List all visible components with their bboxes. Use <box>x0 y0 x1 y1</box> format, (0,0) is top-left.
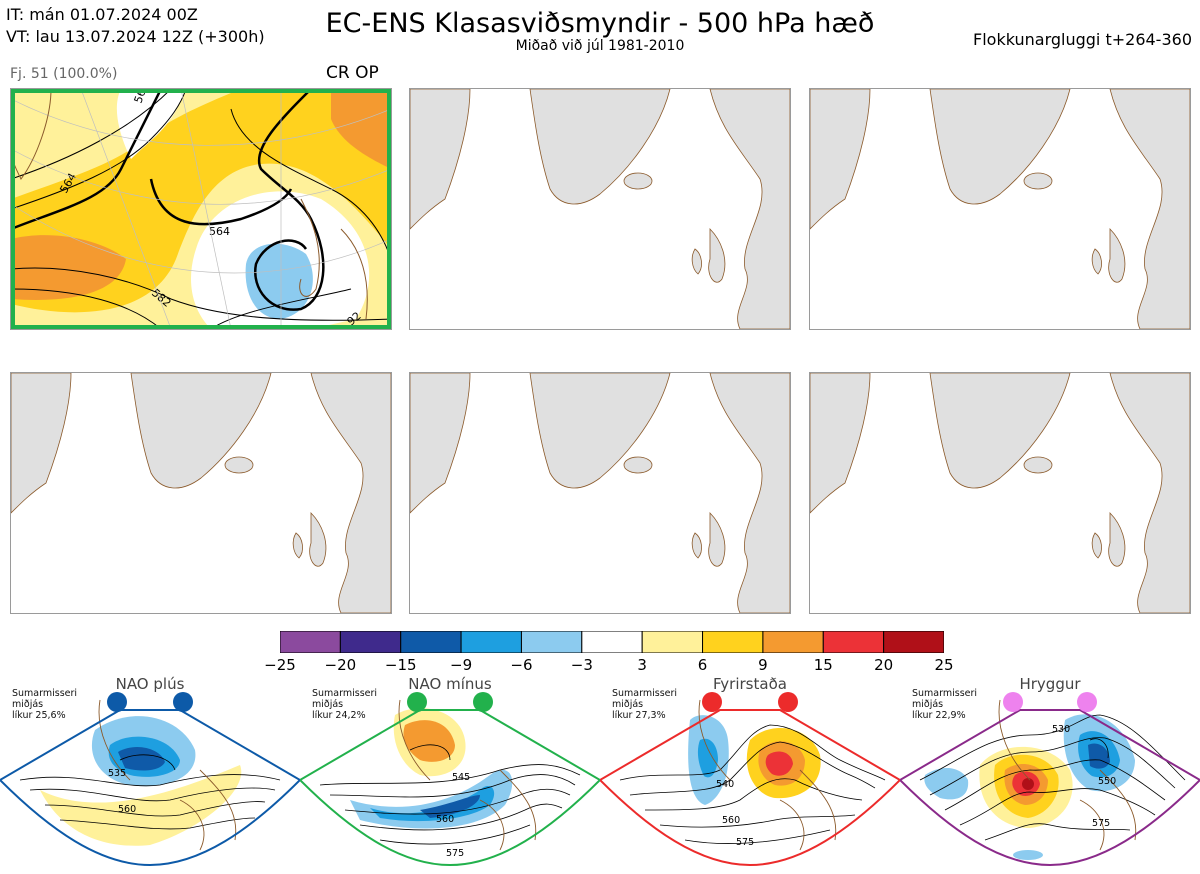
cluster-map-6 <box>810 373 1190 613</box>
cluster-panel-4[interactable] <box>10 372 392 614</box>
contour-label: 540 <box>716 779 734 790</box>
colorbar-tick-label: 6 <box>697 656 708 674</box>
contour-label: 560 <box>436 814 454 825</box>
colorbar-swatch <box>641 630 704 654</box>
colorbar-swatch <box>883 630 945 654</box>
colorbar-swatch <box>460 630 522 654</box>
regime-nao-minus[interactable]: 545 560 575 NAO mínus Sumarmisseri miðjá… <box>298 675 602 870</box>
regime-map: 530 550 575 <box>898 692 1200 867</box>
regime-nao-plus[interactable]: 535 560 NAO plús Sumarmisseri miðjás lík… <box>0 675 302 870</box>
regime-map: 535 560 <box>0 692 302 867</box>
header-info: IT: mán 01.07.2024 00Z VT: lau 13.07.202… <box>6 4 265 48</box>
regime-type: miðjás <box>612 699 644 710</box>
colorbar-tick-label: −6 <box>510 656 533 674</box>
cluster-map-2 <box>410 89 790 329</box>
regime-info: Sumarmisseri miðjás líkur 24,2% <box>312 688 377 721</box>
colorbar-swatch <box>279 630 341 654</box>
regime-season: Sumarmisseri <box>912 688 978 699</box>
initial-time: IT: mán 01.07.2024 00Z <box>6 5 198 24</box>
colorbar-swatch <box>520 630 583 654</box>
regime-season: Sumarmisseri <box>612 688 678 699</box>
contour-label: 575 <box>736 837 754 848</box>
contour-label: 560 <box>722 815 740 826</box>
regime-type: miðjás <box>12 699 44 710</box>
contour-label: 535 <box>108 768 126 779</box>
colorbar-swatches <box>279 630 945 654</box>
colorbar-swatch <box>400 630 462 654</box>
contour-label: 545 <box>452 772 470 783</box>
regime-probability: líkur 27,3% <box>612 710 666 721</box>
member-count-label: Fj. 51 (100.0%) <box>10 66 118 82</box>
regime-probability: líkur 25,6% <box>12 710 66 721</box>
colorbar-tick-label: 25 <box>934 656 954 674</box>
cluster-panel-3[interactable] <box>809 88 1191 330</box>
regime-probability: líkur 24,2% <box>312 710 366 721</box>
cluster-panel-6[interactable] <box>809 372 1191 614</box>
colorbar-tick-label: 3 <box>637 656 647 674</box>
page-subtitle: Miðað við júl 1981-2010 <box>515 38 685 54</box>
colorbar-tick-label: 15 <box>813 656 833 674</box>
valid-time: VT: lau 13.07.2024 12Z (+300h) <box>6 27 265 46</box>
colorbar-swatch <box>581 630 643 654</box>
regime-title: NAO plús <box>115 675 185 693</box>
colorbar-swatch <box>702 630 764 654</box>
active-frame <box>11 89 391 329</box>
operational-label: CR OP <box>326 63 379 83</box>
regime-probability: líkur 22,9% <box>912 710 966 721</box>
regime-season: Sumarmisseri <box>312 688 378 699</box>
regime-blocking[interactable]: 540 560 575 Fyrirstaða Sumarmisseri miðj… <box>598 675 902 870</box>
cluster-map-3 <box>810 89 1190 329</box>
contour-label: 550 <box>1098 776 1116 787</box>
contour-label: 564 <box>209 225 230 238</box>
colorbar-swatch <box>822 630 885 654</box>
colorbar-tick-label: −3 <box>570 656 593 674</box>
contour-label: 575 <box>446 848 464 859</box>
regime-info: Sumarmisseri miðjás líkur 25,6% <box>12 688 77 721</box>
regime-info: Sumarmisseri miðjás líkur 22,9% <box>912 688 977 721</box>
colorbar-tick-label: −20 <box>324 656 357 674</box>
regime-type: miðjás <box>312 699 344 710</box>
colorbar <box>279 630 945 657</box>
cluster-map-5 <box>410 373 790 613</box>
colorbar-swatch <box>339 630 402 654</box>
classification-window: Flokkunargluggi t+264-360 <box>973 30 1192 49</box>
cluster-map-4 <box>11 373 391 613</box>
colorbar-tick-label: 9 <box>758 656 768 674</box>
regime-info: Sumarmisseri miðjás líkur 27,3% <box>612 688 677 721</box>
regime-map: 545 560 575 <box>298 692 602 867</box>
regime-title: Hryggur <box>1019 675 1081 693</box>
colorbar-tick-label: −15 <box>384 656 417 674</box>
colorbar-swatch <box>762 630 824 654</box>
cluster-panel-5[interactable] <box>409 372 791 614</box>
page-title: EC-ENS Klasasviðsmyndir - 500 hPa hæð <box>325 8 875 39</box>
colorbar-tick-label: −25 <box>264 656 296 674</box>
contour-label: 575 <box>1092 818 1110 829</box>
cluster-panel-1[interactable]: 564 564 564 582 92 <box>10 88 392 330</box>
regime-season: Sumarmisseri <box>12 688 78 699</box>
colorbar-tick-label: −9 <box>450 656 473 674</box>
regime-title: NAO mínus <box>408 675 492 693</box>
regime-ridge[interactable]: 530 550 575 Hryggur Sumarmisseri miðjás … <box>898 675 1200 870</box>
colorbar-tick-label: 20 <box>874 656 894 674</box>
contour-label: 560 <box>118 804 136 815</box>
regime-type: miðjás <box>912 699 944 710</box>
cluster-panel-2[interactable] <box>409 88 791 330</box>
regime-title: Fyrirstaða <box>713 675 787 693</box>
regime-map: 540 560 575 <box>598 692 902 867</box>
cluster-map-1: 564 564 564 582 92 <box>11 89 391 329</box>
contour-label: 530 <box>1052 724 1070 735</box>
